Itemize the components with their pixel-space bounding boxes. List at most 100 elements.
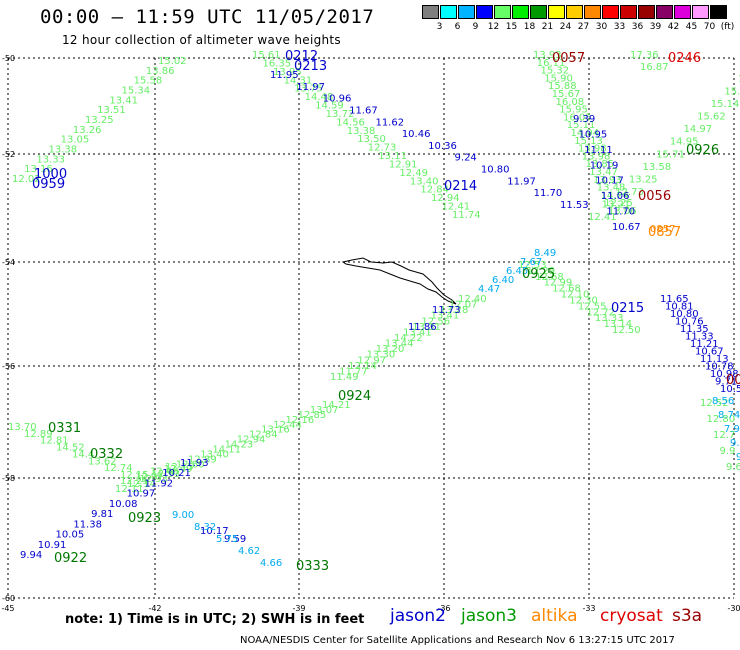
wave-height-value: 12.72 xyxy=(586,307,615,318)
wave-height-value: 13.38 xyxy=(49,145,78,156)
wave-height-value: 12.52 xyxy=(700,398,729,409)
wave-height-value: 11.13 xyxy=(700,354,729,365)
wave-height-value: 12.29 xyxy=(527,266,556,277)
wave-height-value: 15.90 xyxy=(544,73,573,84)
wave-height-value: 9.71 xyxy=(715,377,737,388)
wave-height-value: 12.30 xyxy=(569,295,598,306)
wave-height-value: 12.84 xyxy=(420,185,449,196)
wave-height-value: 11.97 xyxy=(507,176,536,187)
wave-height-value: 15.61 xyxy=(252,50,281,61)
color-scale-label: 42 xyxy=(667,22,680,32)
wave-height-value: 10.76 xyxy=(675,317,704,328)
wave-height-value: 10.19 xyxy=(590,160,619,171)
wave-height-value: 10.05 xyxy=(56,530,85,541)
wave-height-value: 11.67 xyxy=(349,105,378,116)
wave-height-value: 12.97 xyxy=(357,355,386,366)
wave-height-value: 13.93 xyxy=(533,50,562,61)
legend-item-jason2: jason2 xyxy=(390,606,446,626)
wave-height-value: 16.87 xyxy=(640,62,669,73)
wave-height-value: 9.59 xyxy=(224,534,246,545)
wave-height-value: 12.91 xyxy=(389,159,418,170)
pass-time-label: 0925 xyxy=(522,267,555,282)
longitude-tick-label: -45 xyxy=(1,604,14,613)
wave-height-value: 12.56 xyxy=(421,316,450,327)
wave-height-value: 12.48 xyxy=(150,467,179,478)
wave-height-value: 17.36 xyxy=(630,50,659,61)
wave-height-value: 11.93 xyxy=(180,458,209,469)
wave-height-value: 14.95 xyxy=(670,137,699,148)
wave-height-value: 15.95 xyxy=(559,105,588,116)
wave-height-value: 4.47 xyxy=(478,284,500,295)
wave-height-value: 8.74 xyxy=(718,410,740,421)
color-scale-label: 3 xyxy=(436,22,443,32)
legend-item-altika: altika xyxy=(531,606,578,626)
wave-height-value: 11.92 xyxy=(144,478,173,489)
color-scale-label: 27 xyxy=(577,22,590,32)
pass-time-label: 0246 xyxy=(668,51,701,66)
wave-height-value: 10.91 xyxy=(38,540,67,551)
wave-height-color-scale: 3 6 9 12 15 18 21 24 27 30 33 36 39 42 45 70 (ft) xyxy=(422,5,734,35)
color-scale-label: 39 xyxy=(649,22,662,32)
wave-height-value: 7.90 xyxy=(724,424,740,435)
wave-height-value: 13.58 xyxy=(643,162,672,173)
latitude-tick-label: -58 xyxy=(2,474,15,483)
color-swatch xyxy=(440,5,457,19)
color-swatch xyxy=(656,5,673,19)
wave-height-value: 13.40 xyxy=(200,449,229,460)
pass-time-label: 0926 xyxy=(686,143,719,158)
wave-height-value: 12.89 xyxy=(188,454,217,465)
color-swatch xyxy=(710,5,727,19)
pass-time-label: 00 xyxy=(726,373,740,388)
pass-time-label: 0333 xyxy=(296,559,329,574)
wave-height-value: 12.21 xyxy=(120,476,149,487)
map-subtitle: 12 hour collection of altimeter wave hei… xyxy=(62,33,341,47)
legend-item-jason3: jason3 xyxy=(461,606,517,626)
wave-height-value: 4.62 xyxy=(238,546,260,557)
wave-height-value: 13.05 xyxy=(61,135,90,146)
wave-height-value: 13.31 xyxy=(412,322,441,333)
wave-height-value: 12.25 xyxy=(604,198,633,209)
wave-height-value: 12.14 xyxy=(127,479,156,490)
pass-time-label: 0056 xyxy=(638,189,671,204)
wave-height-value: 8.32 xyxy=(194,522,216,533)
color-swatch xyxy=(638,5,655,19)
wave-height-labels: 12.0213.1613.3313.3813.0513.2613.2513.51… xyxy=(8,50,740,569)
pass-time-label: 0213 xyxy=(294,59,327,74)
wave-height-value: 14.4 xyxy=(72,449,94,460)
wave-height-value: 12.49 xyxy=(164,464,193,475)
wave-height-value: 9.4 xyxy=(730,438,740,449)
wave-height-value: 13.85 xyxy=(586,159,615,170)
wave-height-value: 10.95 xyxy=(579,129,608,140)
wave-height-value: 8.49 xyxy=(534,248,556,259)
longitude-tick-label: -42 xyxy=(148,604,161,613)
wave-height-value: 14.48 xyxy=(305,92,334,103)
wave-height-value: 11.74 xyxy=(452,210,481,221)
wave-height-value: 14.23 xyxy=(225,440,254,451)
wave-height-value: 11.62 xyxy=(375,117,404,128)
color-scale-label: 15 xyxy=(505,22,518,32)
color-scale-label: 21 xyxy=(541,22,554,32)
wave-height-value: 9.24 xyxy=(455,153,477,164)
wave-height-value: 13.28 xyxy=(440,305,469,316)
wave-height-value: 12.80 xyxy=(707,414,736,425)
pass-time-label: 0959 xyxy=(32,177,65,192)
latitude-tick-label: -54 xyxy=(2,258,15,267)
wave-height-value: 14.21 xyxy=(322,400,351,411)
wave-height-value: 13.72 xyxy=(326,109,355,120)
wave-height-value: 13.50 xyxy=(357,134,386,145)
pass-time-label: 0057 xyxy=(552,51,585,66)
color-scale-label: 9 xyxy=(472,22,479,32)
wave-height-value: 10.80 xyxy=(481,165,510,176)
wave-height-value: 11.95 xyxy=(270,70,299,81)
color-swatch xyxy=(458,5,475,19)
wave-height-value: 11.33 xyxy=(685,332,714,343)
wave-height-value: 9.9 xyxy=(720,446,736,457)
legend-item-s3a: s3a xyxy=(672,606,703,626)
wave-height-value: 11.97 xyxy=(296,82,325,93)
color-scale-label: 33 xyxy=(613,22,626,32)
axis-tick-labels: -50 -52 -54 -56 -58 -60-45 -42 -39 -36 -33 -30 xyxy=(1,54,740,613)
wave-height-value: 13.16 xyxy=(24,164,53,175)
wave-height-value: 12.55 xyxy=(578,301,607,312)
color-scale-label: 12 xyxy=(487,22,500,32)
wave-height-value: 12.15 xyxy=(165,462,194,473)
